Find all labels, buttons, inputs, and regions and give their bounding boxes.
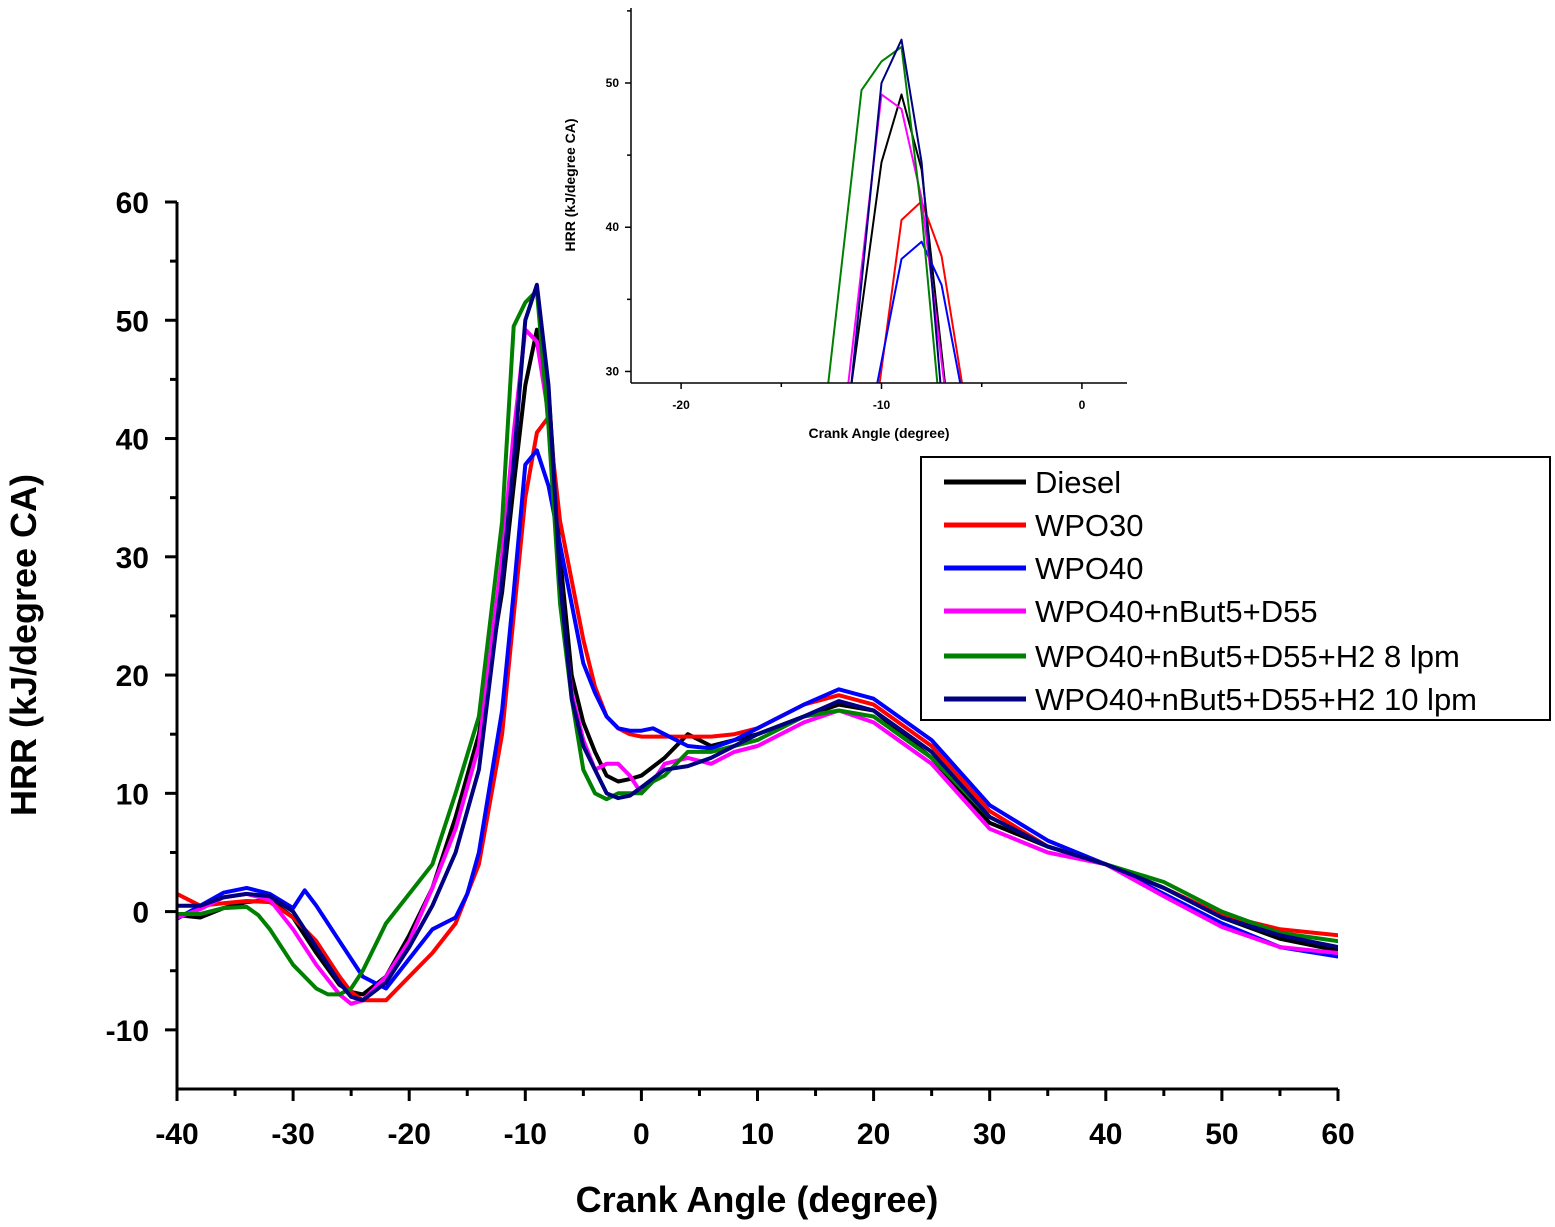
legend-label-h2-8-lpm: WPO40+nBut5+D55+H2 8 lpm bbox=[1035, 639, 1460, 674]
inset-y-axis-title: HRR (kJ/degree CA) bbox=[562, 118, 578, 251]
main-y-tick-label: 30 bbox=[116, 542, 149, 575]
main-x-tick-label: -20 bbox=[388, 1118, 431, 1151]
inset-series-lines bbox=[827, 38, 963, 383]
main-x-ticks: -40 -30 -20 -10 0 10 20 30 40 50 60 bbox=[155, 1089, 1355, 1151]
inset-y-tick-label: 40 bbox=[606, 220, 620, 234]
main-x-tick-label: 50 bbox=[1205, 1118, 1238, 1151]
main-x-tick-label: 20 bbox=[857, 1118, 890, 1151]
inset-y-tick-label: 30 bbox=[606, 364, 620, 378]
main-y-tick-label: 40 bbox=[116, 424, 149, 457]
legend-label-wpo40-nbut5-d55: WPO40+nBut5+D55 bbox=[1035, 594, 1318, 629]
inset-x-tick-label: 0 bbox=[1079, 398, 1086, 412]
legend-item-wpo30: WPO30 bbox=[944, 508, 1144, 543]
inset-x-ticks: -20 -10 0 bbox=[672, 383, 1086, 412]
main-series-line-wpo30 bbox=[177, 415, 1338, 1003]
legend: Diesel WPO30 WPO40 WPO40+nBut5+D55 WPO40… bbox=[920, 456, 1551, 721]
legend-label-wpo30: WPO30 bbox=[1035, 508, 1144, 543]
inset-y-ticks: 30 40 50 bbox=[606, 10, 631, 378]
main-x-tick-label: 40 bbox=[1089, 1118, 1122, 1151]
inset-series-line-wpo40 bbox=[876, 240, 962, 383]
legend-box bbox=[920, 456, 1551, 721]
inset-series-line-diesel bbox=[850, 93, 946, 383]
main-y-axis-title: HRR (kJ/degree CA) bbox=[3, 474, 44, 816]
main-x-tick-label: -10 bbox=[504, 1118, 547, 1151]
main-y-tick-label: 20 bbox=[116, 660, 149, 693]
main-y-tick-label: 60 bbox=[116, 187, 149, 220]
main-x-tick-label: -40 bbox=[155, 1118, 198, 1151]
main-y-ticks: -10 0 10 20 30 40 50 60 bbox=[106, 187, 177, 1048]
legend-label-wpo40: WPO40 bbox=[1035, 551, 1144, 586]
main-x-axis-title: Crank Angle (degree) bbox=[576, 1179, 939, 1220]
main-y-tick-label: 50 bbox=[116, 305, 149, 338]
main-x-tick-label: 60 bbox=[1321, 1118, 1354, 1151]
main-x-tick-label: 10 bbox=[741, 1118, 774, 1151]
main-y-tick-label: -10 bbox=[106, 1015, 149, 1048]
legend-item-h2-10-lpm: WPO40+nBut5+D55+H2 10 lpm bbox=[944, 682, 1477, 717]
legend-item-diesel: Diesel bbox=[944, 465, 1121, 500]
main-series-line-wpo40 bbox=[177, 448, 1338, 991]
inset-x-tick-label: -20 bbox=[672, 398, 690, 412]
main-x-tick-label: -30 bbox=[271, 1118, 314, 1151]
main-y-tick-label: 0 bbox=[132, 897, 149, 930]
legend-item-h2-8-lpm: WPO40+nBut5+D55+H2 8 lpm bbox=[944, 639, 1460, 674]
main-chart: -40 -30 -20 -10 0 10 20 30 40 50 60 -10 0 10 20 30 40 50… bbox=[3, 187, 1355, 1220]
inset-series-line-wpo40-nbut5-d55-h2-10-lpm bbox=[850, 38, 942, 383]
legend-label-diesel: Diesel bbox=[1035, 465, 1121, 500]
legend-item-wpo40: WPO40 bbox=[944, 551, 1144, 586]
main-x-tick-label: 30 bbox=[973, 1118, 1006, 1151]
inset-x-axis-title: Crank Angle (degree) bbox=[808, 425, 949, 441]
inset-chart: -20 -10 0 30 40 50 Crank Angle (degree) HRR … bbox=[562, 8, 1127, 441]
main-series-lines bbox=[177, 282, 1338, 1006]
legend-item-wpo40-nbut5-d55: WPO40+nBut5+D55 bbox=[944, 594, 1318, 629]
inset-x-tick-label: -10 bbox=[873, 398, 891, 412]
main-x-tick-label: 0 bbox=[633, 1118, 650, 1151]
inset-series-line-wpo40-nbut5-d55-h2-8-lpm bbox=[827, 45, 939, 383]
legend-label-h2-10-lpm: WPO40+nBut5+D55+H2 10 lpm bbox=[1035, 682, 1477, 717]
main-y-tick-label: 10 bbox=[116, 778, 149, 811]
inset-y-tick-label: 50 bbox=[606, 76, 620, 90]
main-series-line-wpo40-nbut5-d55-h2-10-lpm bbox=[177, 282, 1338, 1003]
